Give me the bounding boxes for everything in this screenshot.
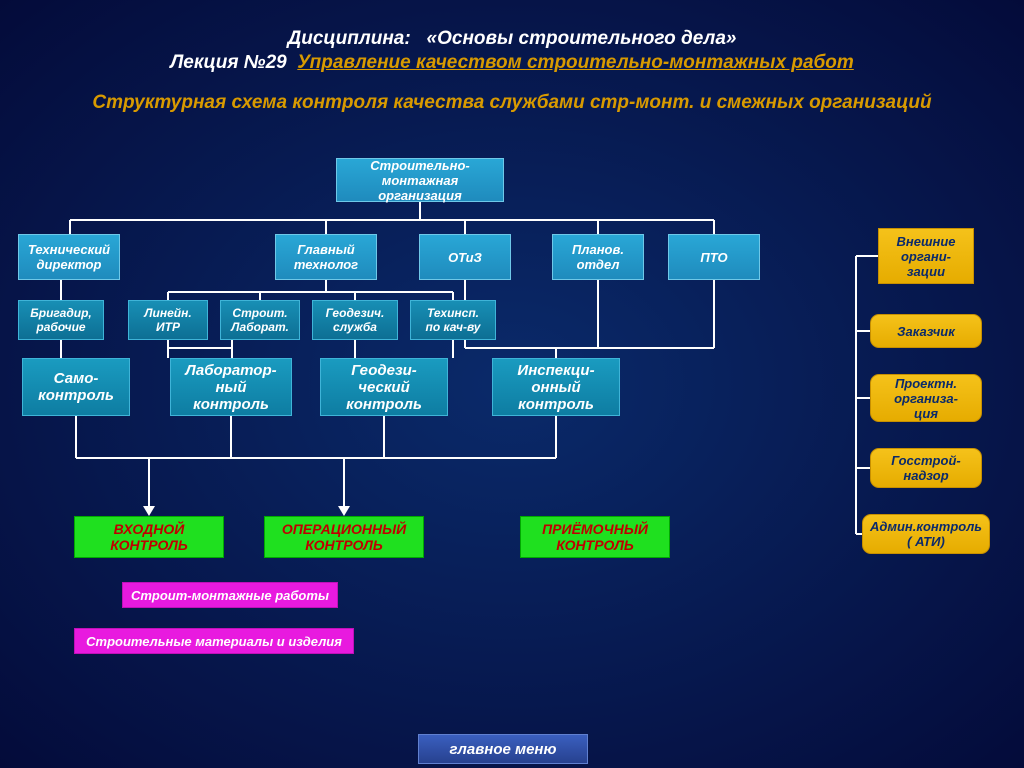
main-menu-button[interactable]: главное меню [418,734,588,764]
node-geo-control: Геодези-ческийконтроль [320,358,448,416]
node-stroit-lab: Строит.Лаборат. [220,300,300,340]
node-operational-control: ОПЕРАЦИОННЫЙКОНТРОЛЬ [264,516,424,558]
node-brigadir: Бригадир,рабочие [18,300,104,340]
node-geo-service: Геодезич.служба [312,300,398,340]
node-customer: Заказчик [870,314,982,348]
node-tech-insp: Техинсп.по кач-ву [410,300,496,340]
node-plan-dept: Планов.отдел [552,234,644,280]
node-acceptance-control: ПРИЁМОЧНЫЙКОНТРОЛЬ [520,516,670,558]
node-insp-control: Инспекци-онныйконтроль [492,358,620,416]
node-project-org: Проектн.организа-ция [870,374,982,422]
node-smr: Строит-монтажные работы [122,582,338,608]
node-pto: ПТО [668,234,760,280]
node-input-control: ВХОДНОЙКОНТРОЛЬ [74,516,224,558]
node-self-control: Само-контроль [22,358,130,416]
node-lab-control: Лаборатор-ныйконтроль [170,358,292,416]
node-main-technologist: Главныйтехнолог [275,234,377,280]
node-otiz: ОТиЗ [419,234,511,280]
node-root: Строительно-монтажнаяорганизация [336,158,504,202]
node-materials: Строительные материалы и изделия [74,628,354,654]
node-tech-director: Техническийдиректор [18,234,120,280]
node-admin-control: Админ.контроль( АТИ) [862,514,990,554]
node-external-org: Внешниеоргани-зации [878,228,974,284]
node-gosstroinadzor: Госстрой-надзор [870,448,982,488]
node-lin-itr: Линейн.ИТР [128,300,208,340]
